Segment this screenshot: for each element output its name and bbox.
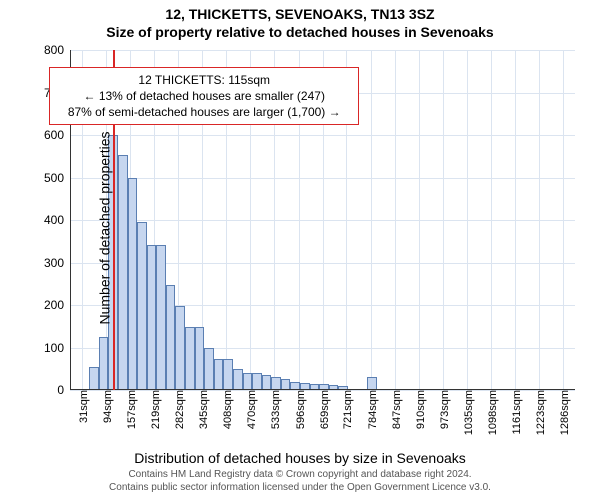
footer-line1: Contains HM Land Registry data © Crown c… — [0, 468, 600, 481]
histogram-bar — [128, 178, 138, 391]
gridline-vertical — [395, 50, 396, 390]
x-tick-label: 345sqm — [194, 390, 210, 429]
x-tick-label: 408sqm — [218, 390, 234, 429]
histogram-bar — [175, 306, 185, 390]
x-tick-label: 659sqm — [315, 390, 331, 429]
annotation-line: 12 THICKETTS: 115sqm — [58, 72, 350, 88]
histogram-bar — [252, 373, 262, 390]
y-tick-label: 300 — [44, 256, 70, 270]
y-tick-label: 100 — [44, 341, 70, 355]
x-tick-label: 1161sqm — [507, 390, 523, 434]
histogram-bar — [156, 245, 166, 390]
gridline-vertical — [563, 50, 564, 390]
x-tick-label: 596sqm — [291, 390, 307, 429]
y-tick-label: 200 — [44, 298, 70, 312]
y-tick-label: 500 — [44, 171, 70, 185]
histogram-bar — [214, 359, 224, 390]
chart-plot-area: 010020030040050060070080031sqm94sqm157sq… — [70, 50, 575, 390]
gridline-vertical — [539, 50, 540, 390]
histogram-bar — [89, 367, 99, 390]
x-tick-label: 784sqm — [363, 390, 379, 429]
x-tick-label: 721sqm — [338, 390, 354, 429]
chart-title-line1: 12, THICKETTS, SEVENOAKS, TN13 3SZ — [0, 6, 600, 22]
y-axis-label: Number of detached properties — [97, 132, 113, 325]
x-tick-label: 219sqm — [146, 390, 162, 429]
x-tick-label: 1035sqm — [459, 390, 475, 435]
x-tick-label: 157sqm — [122, 390, 138, 429]
x-tick-label: 1098sqm — [483, 390, 499, 435]
x-tick-label: 910sqm — [411, 390, 427, 429]
y-tick-label: 0 — [57, 383, 70, 397]
footer-line2: Contains public sector information licen… — [0, 481, 600, 494]
x-tick-label: 1286sqm — [555, 390, 571, 435]
histogram-bar — [223, 359, 233, 390]
y-tick-label: 800 — [44, 43, 70, 57]
gridline-vertical — [467, 50, 468, 390]
histogram-bar — [137, 222, 147, 390]
footer-attribution: Contains HM Land Registry data © Crown c… — [0, 468, 600, 494]
annotation-line: ← 13% of detached houses are smaller (24… — [58, 88, 350, 104]
gridline-vertical — [515, 50, 516, 390]
x-tick-label: 847sqm — [387, 390, 403, 429]
histogram-bar — [147, 245, 157, 390]
histogram-bar — [233, 369, 243, 390]
x-tick-label: 470sqm — [242, 390, 258, 429]
y-tick-label: 400 — [44, 213, 70, 227]
histogram-bar — [185, 327, 195, 390]
histogram-bar — [204, 348, 214, 390]
gridline-vertical — [443, 50, 444, 390]
x-tick-label: 1223sqm — [531, 390, 547, 435]
x-tick-label: 31sqm — [74, 390, 90, 423]
gridline-vertical — [419, 50, 420, 390]
histogram-bar — [243, 373, 253, 390]
histogram-bar — [118, 155, 128, 390]
annotation-box: 12 THICKETTS: 115sqm← 13% of detached ho… — [49, 67, 359, 126]
x-axis-line — [70, 389, 575, 390]
histogram-bar — [195, 327, 205, 390]
x-axis-label: Distribution of detached houses by size … — [0, 450, 600, 466]
gridline-vertical — [491, 50, 492, 390]
gridline-vertical — [371, 50, 372, 390]
histogram-bar — [166, 285, 176, 390]
x-tick-label: 282sqm — [170, 390, 186, 429]
x-tick-label: 533sqm — [266, 390, 282, 429]
histogram-bar — [99, 337, 109, 390]
histogram-bar — [262, 375, 272, 390]
x-tick-label: 973sqm — [435, 390, 451, 429]
annotation-line: 87% of semi-detached houses are larger (… — [58, 104, 350, 120]
x-tick-label: 94sqm — [98, 390, 114, 423]
chart-title-line2: Size of property relative to detached ho… — [0, 24, 600, 40]
y-tick-label: 600 — [44, 128, 70, 142]
